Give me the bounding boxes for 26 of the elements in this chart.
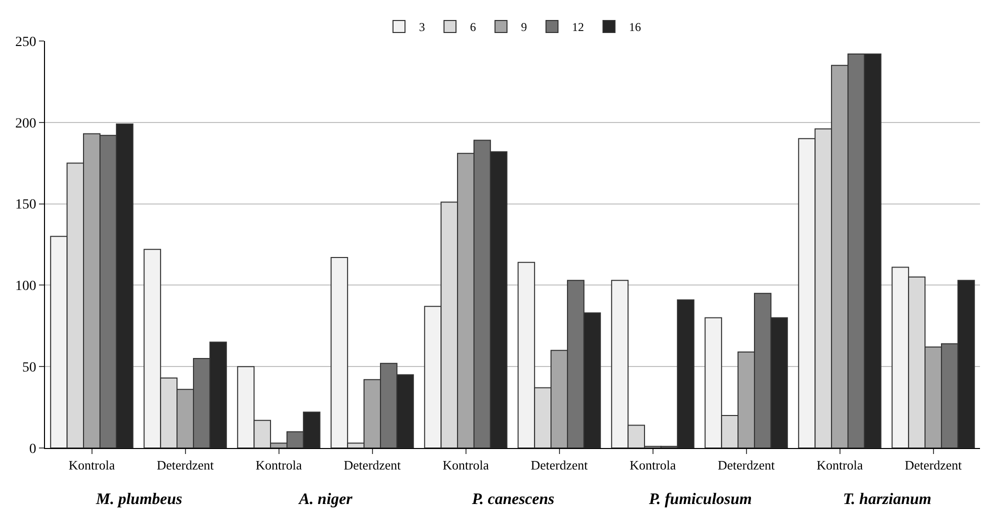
x-tick-label: Kontrola [816, 458, 864, 473]
x-tick-label: Deterdzent [344, 458, 402, 473]
legend-label: 3 [419, 20, 425, 34]
text: T. harzianum [843, 491, 932, 508]
y-tick-label: 0 [29, 442, 36, 457]
legend-label: 9 [521, 20, 527, 34]
legend-label: 6 [470, 20, 476, 34]
x-tick-label: Deterdzent [904, 458, 962, 473]
y-tick-label: 200 [15, 116, 36, 132]
text: P. fumiculosum [648, 491, 752, 508]
y-tick-label: 250 [15, 34, 36, 50]
y-tick-label: 150 [15, 198, 36, 213]
x-tick-label: Deterdzent [156, 458, 214, 473]
x-tick-label: Deterdzent [718, 458, 776, 473]
x-tick-label: Deterdzent [530, 458, 588, 473]
x-tick-label: Kontrola [68, 458, 116, 473]
text: A. niger [298, 491, 354, 508]
y-tick-label: 50 [22, 360, 36, 376]
legend-label: 16 [629, 20, 641, 34]
text: M. plumbeus [95, 491, 182, 508]
x-tick-label: Kontrola [256, 458, 302, 473]
text: P. canescens [471, 491, 554, 508]
y-tick-label: 100 [15, 279, 36, 294]
x-tick-label: Kontrola [630, 458, 676, 473]
x-tick-label: Kontrola [442, 458, 490, 473]
legend-label: 12 [572, 20, 584, 34]
